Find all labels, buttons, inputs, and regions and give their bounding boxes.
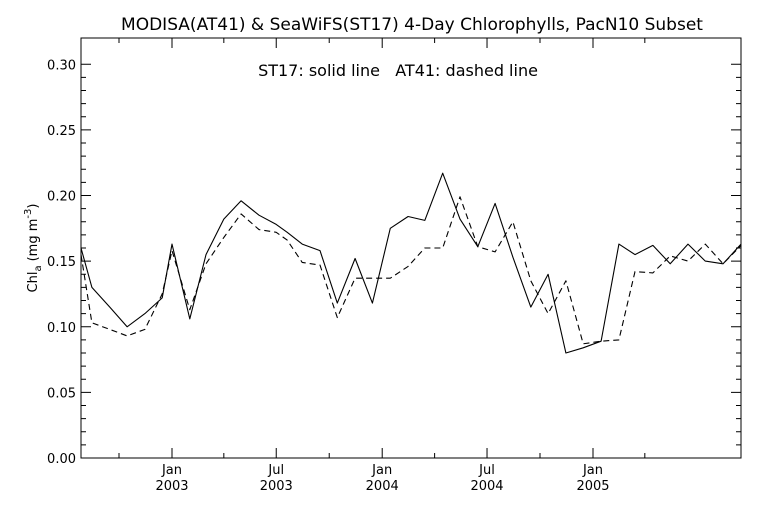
x-tick-year: 2005 (576, 479, 609, 494)
x-tick-year: 2004 (470, 479, 503, 494)
x-tick-year: 2003 (260, 479, 293, 494)
x-tick-month: Jan (161, 463, 182, 478)
y-tick-label: 0.25 (47, 124, 76, 139)
x-tick-month: Jan (371, 463, 392, 478)
series-lines (80, 172, 742, 354)
y-tick-label: 0.10 (47, 321, 76, 336)
x-tick-month: Jul (267, 463, 284, 478)
y-axis-label: Chla (mg m-3) (23, 204, 44, 293)
y-axis-label-units: (mg m (26, 219, 41, 262)
y-axis-label-superscript: -3 (23, 209, 34, 219)
y-axis-label-units-close: ) (26, 204, 41, 209)
y-tick-label: 0.05 (47, 386, 76, 401)
chart-annotation: ST17: solid line AT41: dashed line (258, 61, 538, 80)
x-tick-year: 2004 (366, 479, 399, 494)
y-axis-label-main: Chl (26, 272, 41, 293)
y-axis-label-subscript: a (33, 265, 44, 271)
series-line-st17 (80, 172, 742, 354)
x-tick-year: 2003 (155, 479, 188, 494)
y-axis-ticks: 0.00 0.05 0.10 0.15 0.20 0.25 0.30 (47, 58, 741, 467)
series-line-at41 (80, 196, 742, 345)
x-tick-month: Jan (582, 463, 603, 478)
chart-title: MODISA(AT41) & SeaWiFS(ST17) 4-Day Chlor… (121, 15, 703, 35)
y-tick-label: 0.30 (47, 58, 76, 73)
y-tick-label: 0.00 (47, 452, 76, 467)
plot-area-frame (80, 37, 742, 459)
y-tick-label: 0.20 (47, 190, 76, 205)
x-tick-month: Jul (478, 463, 495, 478)
y-tick-label: 0.15 (47, 255, 76, 270)
